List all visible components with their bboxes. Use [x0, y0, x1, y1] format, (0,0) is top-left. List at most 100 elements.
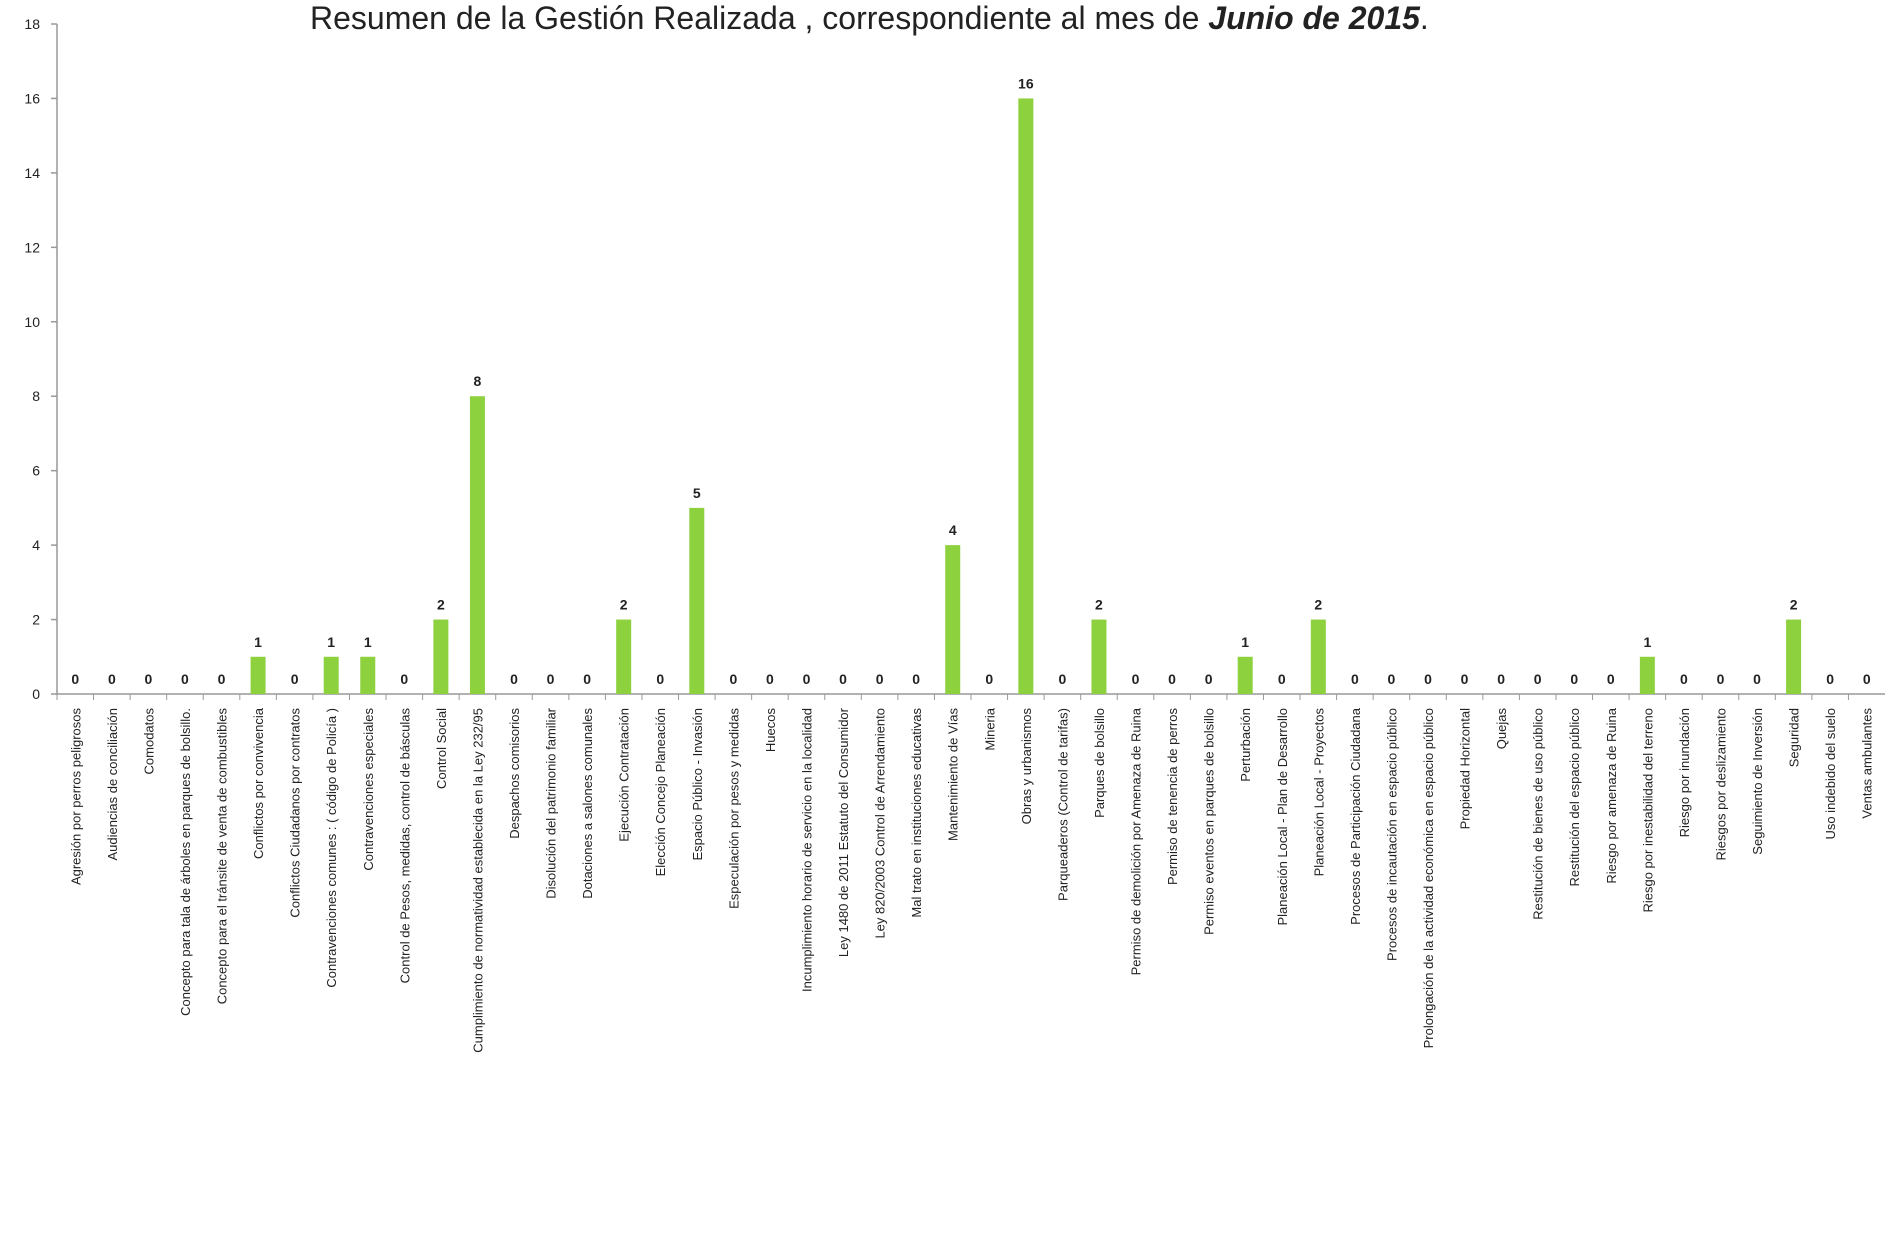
- data-label: 8: [474, 373, 482, 389]
- category-label: Contravenciones especiales: [361, 708, 376, 871]
- category-label: Riesgos por deslizamiento: [1713, 708, 1728, 860]
- data-label: 2: [620, 597, 628, 613]
- category-label: Control de Pesos, medidas, control de bá…: [397, 708, 412, 984]
- bar: [323, 656, 339, 694]
- chart-title: Resumen de la Gestión Realizada , corres…: [310, 0, 1429, 37]
- category-label: Procesos de incautación en espacio públi…: [1384, 708, 1399, 961]
- data-label: 0: [1351, 671, 1359, 687]
- category-label: Huecos: [763, 708, 778, 753]
- y-tick-label: 4: [32, 537, 40, 553]
- data-label: 0: [876, 671, 884, 687]
- y-tick-label: 10: [24, 314, 40, 330]
- category-label: Concepto para tala de árboles en parques…: [178, 708, 193, 1016]
- y-tick-label: 0: [32, 686, 40, 702]
- category-label: Parques de bolsillo: [1092, 708, 1107, 818]
- data-label: 1: [364, 634, 372, 650]
- category-label: Audiencias de conciliación: [105, 708, 120, 860]
- category-label: Cumplimiento de normatividad establecida…: [470, 708, 485, 1053]
- data-label: 2: [1790, 597, 1798, 613]
- chart-title-emphasis: Junio de 2015: [1208, 0, 1420, 36]
- category-label: Riesgo por inestabilidad del terreno: [1640, 708, 1655, 913]
- data-label: 0: [218, 671, 226, 687]
- category-label: Ley 1480 de 2011 Estatuto del Consumidor: [836, 707, 851, 957]
- category-label: Uso indebido del suelo: [1823, 708, 1838, 840]
- data-label: 1: [1241, 634, 1249, 650]
- y-tick-label: 14: [24, 165, 40, 181]
- category-label: Permiso de demolición por Amenaza de Rui…: [1129, 707, 1144, 975]
- bar: [689, 507, 705, 694]
- y-tick-label: 2: [32, 612, 40, 628]
- data-label: 0: [1388, 671, 1396, 687]
- category-label: Permiso de tenencia de perros: [1165, 708, 1180, 886]
- data-label: 0: [912, 671, 920, 687]
- chart-title-suffix: .: [1419, 0, 1429, 36]
- category-label: Especulación por pesos y medidas: [726, 708, 741, 909]
- category-label: Prolongación de la actividad económica e…: [1421, 708, 1436, 1048]
- y-tick-label: 8: [32, 388, 40, 404]
- data-label: 0: [1205, 671, 1213, 687]
- category-label: Parqueaderos (Control de tarifas): [1055, 708, 1070, 901]
- data-label: 1: [327, 634, 335, 650]
- bar: [1786, 619, 1802, 694]
- data-label: 0: [1863, 671, 1871, 687]
- category-label: Planeación Local - Plan de Desarrollo: [1275, 708, 1290, 926]
- category-label: Perturbación: [1238, 708, 1253, 782]
- data-label: 0: [400, 671, 408, 687]
- data-label: 0: [1461, 671, 1469, 687]
- category-label: Conflictos por convivencia: [251, 707, 266, 859]
- data-label: 0: [656, 671, 664, 687]
- data-label: 0: [583, 671, 591, 687]
- data-label: 0: [1059, 671, 1067, 687]
- category-label: Concepto para el tránsite de venta de co…: [215, 708, 230, 1005]
- data-label: 0: [1680, 671, 1688, 687]
- y-tick-label: 16: [24, 90, 40, 106]
- category-label: Seguridad: [1787, 708, 1802, 767]
- data-label: 2: [437, 597, 445, 613]
- category-label: Dotaciones a salones comunales: [580, 708, 595, 899]
- category-label: Despachos comisorios: [507, 708, 522, 839]
- data-label: 0: [1278, 671, 1286, 687]
- category-label: Incumplimiento horario de servicio en la…: [799, 708, 814, 992]
- data-label: 0: [181, 671, 189, 687]
- bar: [1091, 619, 1107, 694]
- bar: [360, 656, 376, 694]
- category-label: Mal trato en instituciones educativas: [909, 708, 924, 918]
- data-label: 16: [1018, 75, 1034, 91]
- category-label: Elección Concejo Planeación: [653, 708, 668, 876]
- category-label: Planeación Local - Proyectos: [1311, 708, 1326, 877]
- data-label: 2: [1314, 597, 1322, 613]
- bar: [433, 619, 449, 694]
- category-label: Conflictos Ciudadanos por contratos: [288, 708, 303, 918]
- category-label: Ventas ambulantes: [1860, 708, 1875, 819]
- data-label: 0: [71, 671, 79, 687]
- data-label: 0: [839, 671, 847, 687]
- data-label: 0: [547, 671, 555, 687]
- category-label: Riesgo por amenaza de Ruina: [1604, 707, 1619, 883]
- bar: [250, 656, 266, 694]
- data-label: 0: [1607, 671, 1615, 687]
- category-label: Comodatos: [141, 708, 156, 775]
- data-label: 1: [1643, 634, 1651, 650]
- category-label: Restitución de bienes de uso público: [1531, 708, 1546, 920]
- category-label: Mantenimiento de Vías: [946, 708, 961, 841]
- category-label: Mineria: [982, 707, 997, 750]
- data-label: 0: [108, 671, 116, 687]
- bar: [1310, 619, 1326, 694]
- data-label: 0: [1570, 671, 1578, 687]
- data-label: 0: [1753, 671, 1761, 687]
- data-label: 0: [291, 671, 299, 687]
- category-label: Agresión por perros peligrosos: [68, 708, 83, 886]
- chart-title-text: Resumen de la Gestión Realizada , corres…: [310, 0, 1209, 36]
- data-label: 0: [985, 671, 993, 687]
- data-label: 0: [729, 671, 737, 687]
- category-label: Ejecución Contratación: [617, 708, 632, 842]
- category-label: Obras y urbanismos: [1019, 708, 1034, 825]
- data-label: 1: [254, 634, 262, 650]
- data-label: 0: [1168, 671, 1176, 687]
- category-label: Ley 820/2003 Control de Arrendamiento: [873, 708, 888, 939]
- category-label: Espacio Público - Invasión: [690, 708, 705, 860]
- data-label: 0: [1534, 671, 1542, 687]
- data-label: 0: [1717, 671, 1725, 687]
